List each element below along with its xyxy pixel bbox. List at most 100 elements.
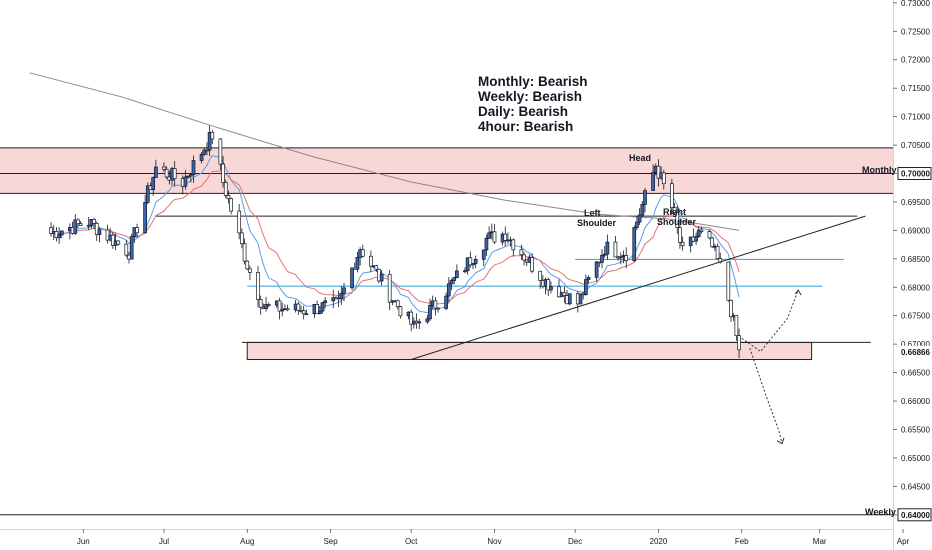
candle xyxy=(172,161,177,187)
candle xyxy=(586,275,591,284)
candle-body-bear xyxy=(116,240,121,245)
candle xyxy=(154,159,158,178)
price-tag-label: 0.70000 xyxy=(901,169,930,178)
candle-body-bear xyxy=(436,307,440,310)
candle-body-bull xyxy=(129,236,134,260)
y-tick-label: 0.69500 xyxy=(901,198,930,207)
bias-4h: 4hour: Bearish xyxy=(478,119,573,134)
x-tick-label: Oct xyxy=(405,537,418,546)
candle xyxy=(481,249,486,267)
candle xyxy=(436,307,440,313)
candle-body-bull xyxy=(455,270,459,279)
candle-body-bull xyxy=(567,293,572,305)
candle-body-bull xyxy=(696,229,701,237)
candle xyxy=(446,277,451,302)
candle xyxy=(455,264,459,279)
y-tick-label: 0.64500 xyxy=(901,482,930,491)
candle-body-bull xyxy=(594,261,599,278)
candle-body-bull xyxy=(73,219,78,234)
candle xyxy=(124,240,129,258)
candle-body-bear xyxy=(670,183,674,208)
candle-body-bear xyxy=(557,286,561,298)
candle-body-bear xyxy=(737,335,741,351)
x-tick-label: Feb xyxy=(735,537,749,546)
candle xyxy=(183,170,188,190)
candle-body-bull xyxy=(578,293,583,305)
candle xyxy=(637,208,642,225)
candle-body-bull xyxy=(320,302,325,312)
candle-body-bear xyxy=(519,249,524,256)
candle xyxy=(613,236,618,258)
price-tag-label: 0.64000 xyxy=(901,511,930,520)
candle xyxy=(277,297,282,320)
candle-body-bull xyxy=(97,229,102,235)
candle xyxy=(562,286,567,303)
candle-body-bull xyxy=(600,254,604,263)
y-tick-label: 0.65500 xyxy=(901,425,930,434)
candle xyxy=(369,250,373,273)
y-tick-label: 0.69000 xyxy=(901,226,930,235)
candle xyxy=(76,218,80,229)
candle-body-bear xyxy=(468,257,473,266)
candle xyxy=(567,293,572,306)
candle xyxy=(546,277,551,297)
candle-body-bull xyxy=(264,304,268,309)
candle-body-bull xyxy=(280,309,285,312)
resistance-zone xyxy=(0,147,893,194)
candle-body-bear xyxy=(248,268,252,273)
candle-body-bear xyxy=(256,272,260,300)
candle xyxy=(737,328,741,358)
candle-body-bear xyxy=(710,237,715,248)
right-shoulder-label-1: Right xyxy=(663,207,686,217)
candle-body-bear xyxy=(78,223,83,227)
candle xyxy=(92,217,96,229)
candle xyxy=(600,249,604,269)
candle xyxy=(49,222,53,237)
price-tag-label: 0.66866 xyxy=(901,348,930,357)
candle xyxy=(323,297,328,309)
candle xyxy=(699,226,704,234)
projection-bounce-arrow xyxy=(741,289,799,353)
candle-body-bull xyxy=(323,300,328,304)
y-tick-label: 0.68000 xyxy=(901,283,930,292)
candle-body-bear xyxy=(258,299,263,308)
candle xyxy=(632,225,637,263)
candle-body-bull xyxy=(143,202,147,234)
candle xyxy=(151,176,156,196)
candle xyxy=(624,247,629,269)
candle xyxy=(162,162,166,172)
candle-body-bear xyxy=(395,300,400,308)
candle xyxy=(557,279,561,298)
monthly-level-label: Monthly xyxy=(862,165,897,175)
candle-body-bull xyxy=(304,313,309,316)
candle xyxy=(202,147,207,156)
candle-body-bull xyxy=(694,236,698,242)
candle-body-bear xyxy=(223,182,228,196)
candle-body-bear xyxy=(315,304,319,315)
candle-body-bear xyxy=(538,270,543,281)
candle-body-bear xyxy=(678,227,682,243)
candle-body-bear xyxy=(92,219,96,224)
candle-body-bear xyxy=(522,254,526,261)
candle xyxy=(145,182,150,205)
candle xyxy=(672,202,677,216)
left-shoulder-label-1: Left xyxy=(584,208,601,218)
candle xyxy=(94,221,99,241)
candle-body-bull xyxy=(339,292,344,299)
candle-body-bull xyxy=(355,257,360,270)
candle xyxy=(266,302,271,308)
candle-body-bear xyxy=(360,249,365,257)
candle-body-bull xyxy=(473,258,478,264)
y-tick-label: 0.71000 xyxy=(901,113,930,122)
bounce-arrowhead xyxy=(794,289,802,296)
candle xyxy=(111,232,115,249)
x-tick-label: Nov xyxy=(487,537,501,546)
ascending-trendline xyxy=(411,215,866,360)
y-tick-label: 0.70500 xyxy=(901,141,930,150)
candle xyxy=(320,301,325,314)
candle xyxy=(350,267,354,291)
candle-body-bear xyxy=(245,260,250,270)
candle xyxy=(594,261,599,282)
candle-body-bull xyxy=(188,174,193,177)
candle-body-bear xyxy=(94,223,99,235)
